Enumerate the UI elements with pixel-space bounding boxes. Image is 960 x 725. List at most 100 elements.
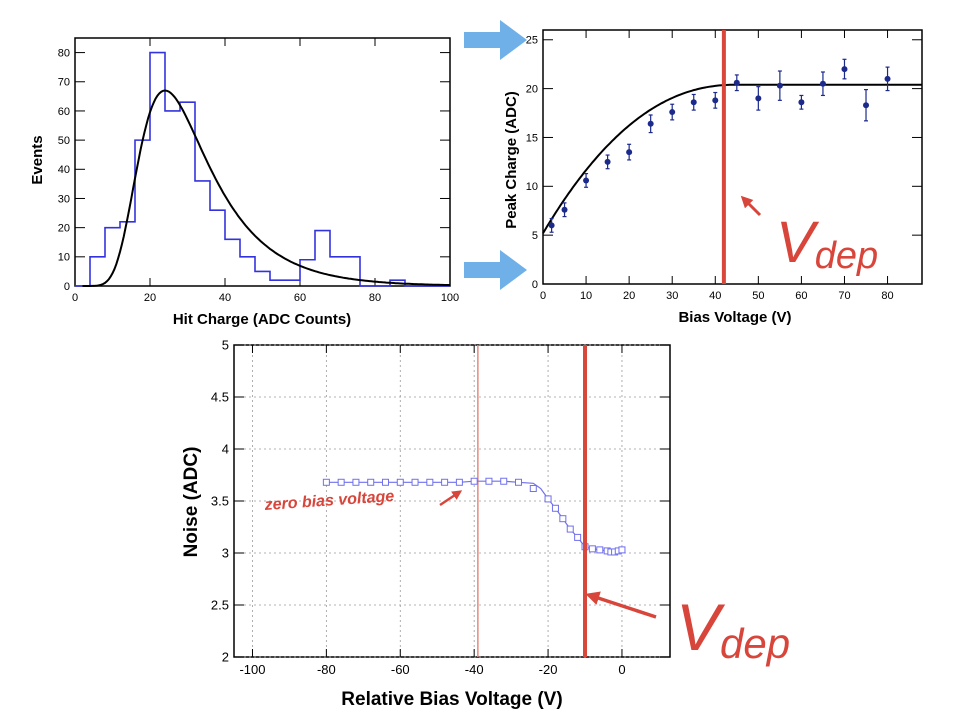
vdep-label-sub: dep xyxy=(720,620,790,667)
data-points xyxy=(542,30,922,284)
histogram-bin xyxy=(195,181,210,286)
x-tick-label: 0 xyxy=(540,290,546,302)
x-tick-label: -80 xyxy=(317,662,336,677)
data-point xyxy=(470,477,478,485)
vdep-arrow xyxy=(740,195,762,217)
peak-charge-plot: 0 10 20 30 40 50 60 70 80 0 5 10 15 20 25 Bias Voltage… xyxy=(503,29,923,326)
y-axis-title: Events xyxy=(29,135,46,184)
fit-curve xyxy=(82,89,451,287)
data-point xyxy=(515,478,523,486)
noise-plot: -100 -80 -60 -40 -20 0 2 2.5 3 3.5 4 4.5 5 Relative … xyxy=(181,338,790,710)
x-tick-label: 40 xyxy=(219,292,231,304)
x-tick-label: 70 xyxy=(838,290,850,302)
x-tick-label: 60 xyxy=(294,292,306,304)
data-point xyxy=(755,95,762,102)
data-point xyxy=(733,79,740,86)
fit-curve xyxy=(542,83,922,234)
histogram-bars xyxy=(75,51,451,287)
data-point xyxy=(381,478,389,486)
connector-arrow-bottom xyxy=(464,250,527,290)
data-point xyxy=(574,533,582,541)
data-point xyxy=(596,546,604,554)
data-point xyxy=(647,120,654,127)
histogram-bin xyxy=(255,271,270,286)
data-point xyxy=(588,545,596,553)
x-axis-title: Hit Charge (ADC Counts) xyxy=(173,311,351,328)
x-tick-label: 10 xyxy=(580,290,592,302)
histogram-bin xyxy=(345,257,360,286)
data-point xyxy=(500,477,508,485)
plot-frame xyxy=(233,344,671,658)
histogram-bin xyxy=(120,222,135,286)
data-point xyxy=(559,515,567,523)
data-point xyxy=(411,478,419,486)
vdep-label: Vdep xyxy=(776,210,878,277)
histogram-bin xyxy=(315,231,330,286)
histogram-bin xyxy=(285,280,300,286)
data-point xyxy=(776,82,783,89)
y-tick-label: 10 xyxy=(526,181,538,193)
data-point xyxy=(426,478,434,486)
histogram-bin xyxy=(330,257,345,286)
data-point xyxy=(618,546,626,554)
data-point xyxy=(669,109,676,116)
data-point xyxy=(367,478,375,486)
y-tick-label: 30 xyxy=(58,193,70,205)
histogram-bin xyxy=(150,53,165,286)
y-axis-title: Peak Charge (ADC) xyxy=(503,91,520,229)
data-point xyxy=(583,177,590,184)
histogram-bin xyxy=(210,210,225,286)
x-axis-title: Bias Voltage (V) xyxy=(678,309,791,326)
data-point xyxy=(455,478,463,486)
y-tick-label: 5 xyxy=(222,338,229,353)
vdep-label-main: V xyxy=(676,590,726,664)
y-tick-label: 3.5 xyxy=(211,494,229,509)
vdep-arrow xyxy=(585,591,657,619)
data-point xyxy=(337,478,345,486)
x-tick-label: 0 xyxy=(72,292,78,304)
x-tick-label: -100 xyxy=(239,662,265,677)
data-point xyxy=(322,478,330,486)
y-tick-label: 3 xyxy=(222,546,229,561)
y-tick-label: 50 xyxy=(58,135,70,147)
data-point xyxy=(551,504,559,512)
hit-charge-histogram: 0 20 40 60 80 100 0 10 20 30 40 50 60 70 80 Hit Charge… xyxy=(29,37,459,328)
data-point xyxy=(561,206,568,213)
y-tick-label: 2 xyxy=(222,650,229,665)
plot-frame xyxy=(542,29,923,285)
x-axis-title: Relative Bias Voltage (V) xyxy=(341,689,562,710)
y-tick-label: 2.5 xyxy=(211,598,229,613)
data-point xyxy=(604,158,611,165)
arrow-right-icon xyxy=(464,20,527,60)
x-tick-label: 40 xyxy=(709,290,721,302)
x-tick-label: -40 xyxy=(465,662,484,677)
y-tick-label: 70 xyxy=(58,77,70,89)
histogram-bin xyxy=(300,260,315,286)
y-tick-label: 4 xyxy=(222,442,229,457)
y-tick-label: 5 xyxy=(532,230,538,242)
y-tick-label: 60 xyxy=(58,106,70,118)
vdep-label-sub: dep xyxy=(815,235,878,277)
histogram-bin xyxy=(165,111,180,286)
data-point xyxy=(690,99,697,106)
x-tick-label: 30 xyxy=(666,290,678,302)
zero-bias-arrow xyxy=(439,490,463,507)
x-tick-label: 50 xyxy=(752,290,764,302)
data-point xyxy=(485,477,493,485)
x-tick-label: 80 xyxy=(881,290,893,302)
arrow-right-icon xyxy=(464,250,527,290)
data-point xyxy=(841,66,848,73)
data-point xyxy=(712,97,719,104)
x-tick-label: 20 xyxy=(623,290,635,302)
y-tick-label: 20 xyxy=(58,222,70,234)
histogram-bin xyxy=(270,280,285,286)
y-tick-label: 20 xyxy=(526,83,538,95)
y-tick-label: 40 xyxy=(58,164,70,176)
data-point xyxy=(819,80,826,87)
vdep-label: Vdep xyxy=(676,590,790,667)
y-axis-title: Noise (ADC) xyxy=(181,447,202,558)
x-tick-label: 60 xyxy=(795,290,807,302)
histogram-bin xyxy=(90,257,105,286)
y-tick-label: 15 xyxy=(526,132,538,144)
